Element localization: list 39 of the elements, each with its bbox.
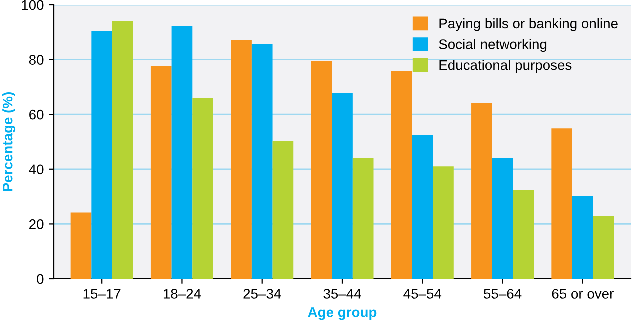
legend-label: Educational purposes	[440, 60, 572, 73]
x-tick-label: 45–54	[404, 289, 442, 299]
bar	[412, 135, 434, 279]
bar	[391, 71, 412, 279]
bar	[593, 216, 614, 279]
bar	[472, 103, 492, 279]
bar	[311, 61, 332, 279]
bar	[192, 98, 214, 279]
bar	[172, 26, 193, 279]
bar	[231, 40, 252, 279]
y-tick-label: 100	[22, 0, 44, 10]
bar	[92, 31, 112, 279]
y-tick-label: 40	[29, 164, 44, 175]
bar	[112, 21, 134, 279]
bar	[150, 66, 172, 279]
bar	[272, 141, 294, 279]
x-tick-label: 25–34	[244, 289, 282, 299]
y-tick-label: 80	[29, 55, 44, 65]
y-tick-label: 20	[30, 220, 44, 230]
y-tick-label: 0	[37, 274, 44, 284]
y-axis-title: Percentage (%)	[2, 92, 16, 192]
bar	[492, 158, 514, 279]
y-tick-label: 60	[30, 110, 44, 120]
bar	[513, 190, 534, 279]
x-tick-label: 18–24	[164, 289, 202, 299]
x-tick-label: 65 or over	[552, 289, 614, 299]
bar	[552, 128, 572, 279]
legend-label: Social networking	[439, 39, 547, 52]
bar	[572, 196, 594, 279]
bar	[70, 212, 92, 279]
x-tick-label: 15–17	[84, 289, 121, 299]
x-axis-title: Age group	[308, 308, 377, 320]
legend-label: Paying bills or banking online	[440, 18, 618, 32]
bar	[433, 166, 454, 279]
x-tick-label: 55–64	[484, 289, 522, 299]
bar	[352, 158, 374, 279]
bar	[252, 44, 273, 279]
bar	[332, 94, 353, 279]
x-tick-label: 35–44	[324, 289, 362, 299]
